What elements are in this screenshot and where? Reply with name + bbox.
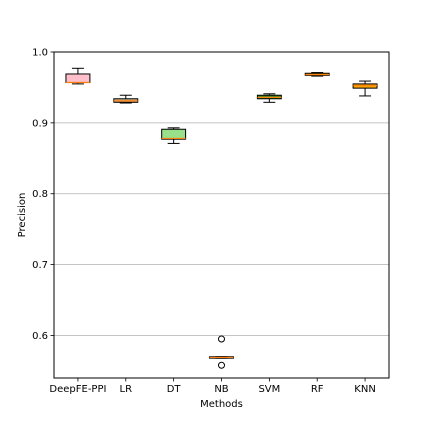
x-tick-label: DT	[167, 384, 182, 395]
y-tick-label: 0.6	[32, 331, 48, 342]
box-body	[352, 83, 378, 89]
box-svm	[256, 93, 282, 103]
box-lr	[113, 94, 139, 104]
x-tick-label: KNN	[354, 384, 376, 395]
box-deepfe-ppi	[65, 67, 91, 85]
boxes	[65, 67, 378, 369]
x-axis-label: Methods	[200, 399, 243, 410]
x-tick-label: LR	[120, 384, 133, 395]
box-body	[65, 73, 91, 83]
outlier-point	[218, 361, 225, 369]
x-tick-label: NB	[214, 384, 228, 395]
y-axis-label: Precision	[17, 193, 28, 238]
outlier-point	[218, 335, 225, 343]
x-tick-label: DeepFE-PPI	[49, 384, 106, 395]
x-tick-label: SVM	[258, 384, 280, 395]
box-dt	[161, 127, 187, 144]
x-axis-ticks: DeepFE-PPI LR DT NB SVM RF KNN	[49, 378, 376, 395]
y-tick-label: 1.0	[32, 48, 48, 59]
box-knn	[352, 80, 378, 97]
box-nb	[209, 335, 234, 369]
y-tick-label: 0.9	[32, 118, 48, 129]
box-rf	[304, 72, 330, 77]
box-body	[161, 128, 187, 140]
y-tick-label: 0.7	[32, 260, 48, 271]
y-tick-label: 0.8	[32, 189, 48, 200]
x-tick-label: RF	[311, 384, 324, 395]
y-axis-ticks: 0.6 0.7 0.8 0.9 1.0	[32, 48, 54, 342]
